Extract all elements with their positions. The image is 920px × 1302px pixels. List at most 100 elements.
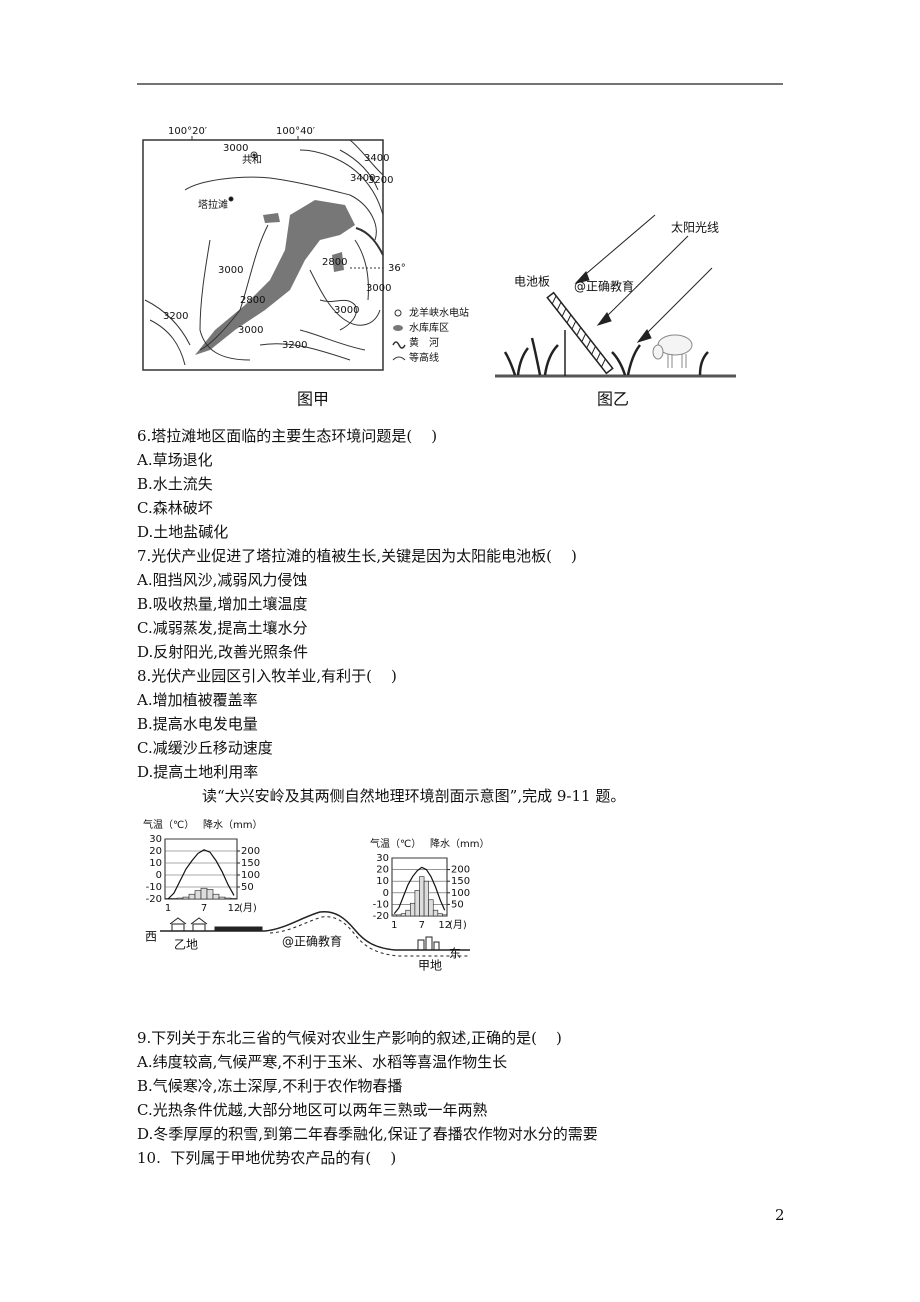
x-tick-label: 12 <box>438 920 451 931</box>
question-option: D.提高土地利用率 <box>137 763 258 781</box>
y-tick-label: -10 <box>373 899 389 910</box>
precipitation-bar <box>391 914 397 917</box>
map-label: 2800 <box>240 295 265 306</box>
precipitation-bar <box>432 909 439 917</box>
y-tick-label: -10 <box>146 882 162 893</box>
y2-tick-label: 50 <box>241 882 254 893</box>
question-option: D.土地盐碱化 <box>137 523 228 541</box>
map-label: 塔拉滩 <box>198 198 228 211</box>
temperature-line <box>393 866 446 915</box>
precipitation-bar <box>212 893 220 900</box>
y-tick-label: -20 <box>146 894 162 905</box>
map-label: 3400 <box>350 173 375 184</box>
question-option: A.草场退化 <box>136 451 213 469</box>
question-stem: 8.光伏产业园区引入牧羊业,有利于( ) <box>137 667 397 685</box>
chart-axis-title: 气温（℃） <box>143 818 194 831</box>
y-tick-label: 20 <box>149 846 162 857</box>
precipitation-bar <box>194 890 202 900</box>
x-unit: (月) <box>449 919 467 931</box>
map-label: 3200 <box>282 340 307 351</box>
map-label: 3200 <box>368 175 393 186</box>
precipitation-bar <box>442 914 448 917</box>
x-tick-label: 1 <box>391 920 397 931</box>
precipitation-bar <box>182 896 190 900</box>
y2-tick-label: 150 <box>241 858 260 869</box>
page-number: 2 <box>775 1206 785 1224</box>
precipitation-bar <box>419 876 425 917</box>
question-option: B.水土流失 <box>137 475 213 493</box>
profile-label: 甲地 <box>418 959 442 973</box>
y-tick-label: 0 <box>383 888 389 899</box>
panel-figure <box>495 214 736 378</box>
y-tick-label: 0 <box>156 870 162 881</box>
precipitation-bar <box>400 913 407 917</box>
question-stem: 7.光伏产业促进了塔拉滩的植被生长,关键是因为太阳能电池板( ) <box>137 547 577 565</box>
precipitation-bar <box>437 913 443 917</box>
panel-label: 太阳光线 <box>671 220 719 235</box>
panel-label: 电池板 <box>514 275 550 289</box>
map-legend-label: 等高线 <box>409 351 439 364</box>
map-label: 3000 <box>238 325 263 336</box>
y-tick-label: -20 <box>373 911 389 922</box>
profile-label: 西 <box>145 930 157 944</box>
question-option: B.气候寒冷,冻土深厚,不利于农作物春播 <box>137 1077 402 1095</box>
x-tick-label: 12 <box>228 903 241 914</box>
temperature-line <box>167 849 235 900</box>
question-stem: 10. 下列属于甲地优势农产品的有( ) <box>137 1149 396 1167</box>
question-stem: 9.下列关于东北三省的气候对农业生产影响的叙述,正确的是( ) <box>137 1029 562 1047</box>
question-option: C.光热条件优越,大部分地区可以两年三熟或一年两熟 <box>137 1101 487 1119</box>
map-legend-label: 龙羊峡水电站 <box>409 306 469 319</box>
precipitation-bar <box>206 889 214 900</box>
chart-axis-title: 降水（mm） <box>430 837 489 850</box>
y2-tick-label: 100 <box>451 888 470 899</box>
y-tick-label: 30 <box>376 853 389 864</box>
y2-tick-label: 200 <box>241 846 260 857</box>
y-tick-label: 10 <box>376 876 389 887</box>
intro: 读“大兴安岭及其两侧自然地理环境剖面示意图”,完成 9-11 题。 <box>202 787 625 805</box>
question-option: B.提高水电发电量 <box>137 715 258 733</box>
map-label: 3000 <box>366 283 391 294</box>
precipitation-bar <box>410 902 416 917</box>
map-legend-label: 黄 河 <box>409 336 439 349</box>
precipitation-bar <box>428 899 434 917</box>
precipitation-bar <box>188 893 196 900</box>
figure-caption: 图甲 <box>297 390 329 409</box>
precipitation-bar <box>218 896 226 900</box>
profile-label: 乙地 <box>174 938 198 952</box>
question-option: D.冬季厚厚的积雪,到第二年春季融化,保证了春播农作物对水分的需要 <box>137 1125 598 1143</box>
x-tick-label: 1 <box>165 903 171 914</box>
question-option: A.增加植被覆盖率 <box>136 691 258 709</box>
map-label: 36° <box>388 263 406 274</box>
question-option: D.反射阳光,改善光照条件 <box>137 643 308 661</box>
y-tick-label: 10 <box>149 858 162 869</box>
map-label: 100°20′ <box>168 126 208 137</box>
question-option: A.纬度较高,气候严寒,不利于玉米、水稻等喜温作物生长 <box>136 1053 507 1071</box>
profile-label: 东 <box>449 947 461 961</box>
y2-tick-label: 200 <box>451 865 470 876</box>
question-option: C.减弱蒸发,提高土壤水分 <box>137 619 307 637</box>
y-tick-label: 30 <box>149 834 162 845</box>
precipitation-bar <box>176 897 184 900</box>
precipitation-bar <box>224 897 232 900</box>
chart-axis-title: 降水（mm） <box>203 818 262 831</box>
precipitation-bar <box>396 914 402 917</box>
map-label: 3200 <box>163 311 188 322</box>
y2-tick-label: 50 <box>451 899 464 910</box>
y2-tick-label: 100 <box>241 870 260 881</box>
map-label: 共和 <box>242 154 262 166</box>
figure-caption: 图乙 <box>597 390 629 409</box>
precipitation-bar <box>200 887 208 900</box>
map-label: 3000 <box>334 305 359 316</box>
map-label: 3400 <box>364 153 389 164</box>
watermark: @正确教育 <box>574 279 634 294</box>
question-option: C.减缓沙丘移动速度 <box>137 739 273 757</box>
map-legend-label: 水库库区 <box>409 321 449 334</box>
precipitation-bar <box>405 909 411 917</box>
map-label: 3000 <box>218 265 243 276</box>
question-stem: 6.塔拉滩地区面临的主要生态环境问题是( ) <box>137 427 437 445</box>
question-option: C.森林破坏 <box>137 499 213 517</box>
map-figure <box>142 136 406 371</box>
map-label: 100°40′ <box>276 126 316 137</box>
